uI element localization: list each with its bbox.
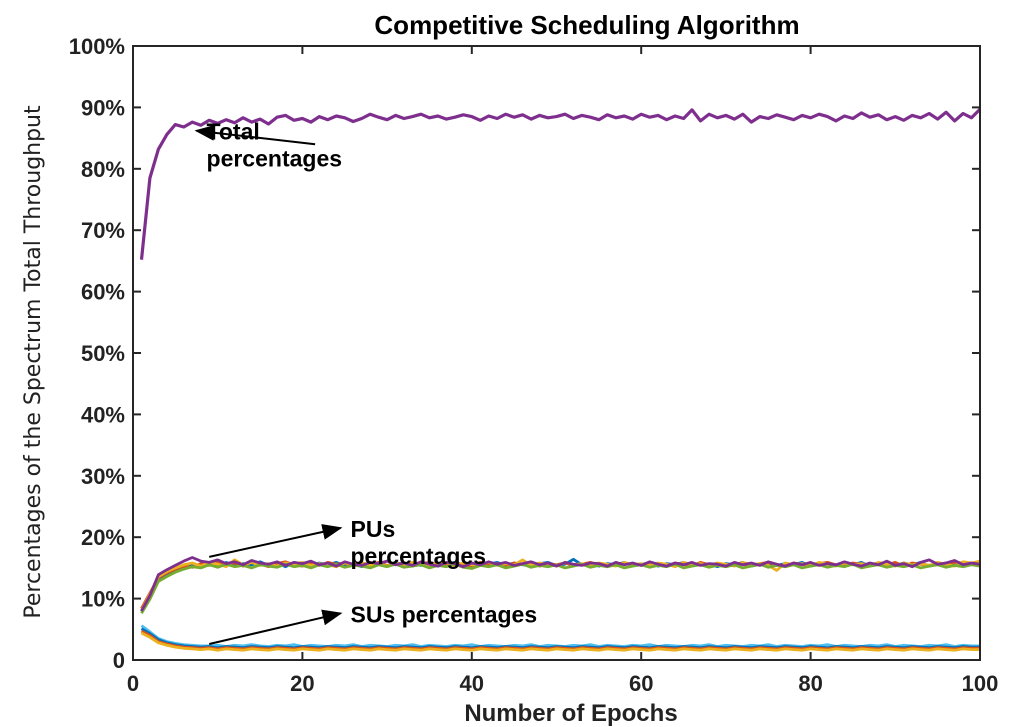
annotation-label-1: percentages bbox=[207, 146, 343, 172]
annotation-arrow-1 bbox=[194, 124, 316, 146]
y-tick-label: 100% bbox=[69, 34, 125, 59]
annotation-label-2: percentages bbox=[351, 543, 487, 569]
y-tick-label: 80% bbox=[81, 157, 125, 182]
series-line-5 bbox=[140, 562, 981, 615]
series-layer bbox=[139, 108, 982, 652]
x-tick-label: 100 bbox=[962, 671, 999, 696]
series-line-1 bbox=[139, 108, 982, 260]
annotation-arrow-2 bbox=[209, 524, 343, 558]
plot-area bbox=[133, 46, 980, 660]
y-axis: 0 10% 20% 30% 40% 50% 60% 70% 80% 90% 100% bbox=[69, 34, 980, 673]
x-tick-label: 40 bbox=[460, 671, 484, 696]
y-tick-label: 70% bbox=[81, 218, 125, 243]
chart-title: Competitive Scheduling Algorithm bbox=[374, 10, 799, 40]
x-tick-label: 80 bbox=[798, 671, 822, 696]
y-tick-label: 30% bbox=[81, 464, 125, 489]
x-tick-label: 20 bbox=[290, 671, 314, 696]
annotation-label-2: PUs bbox=[351, 516, 396, 542]
x-tick-label: 0 bbox=[127, 671, 139, 696]
y-tick-label: 0 bbox=[113, 648, 125, 673]
annotation-label-3: SUs percentages bbox=[351, 601, 538, 627]
y-tick-label: 50% bbox=[81, 341, 125, 366]
annotation-label-1: Total bbox=[207, 119, 260, 145]
y-tick-label: 10% bbox=[81, 587, 125, 612]
x-axis: 0 20 40 60 80 100 bbox=[127, 46, 998, 696]
y-tick-label: 60% bbox=[81, 280, 125, 305]
series-line-6 bbox=[140, 556, 981, 612]
annotation-arrow-3 bbox=[209, 609, 343, 646]
x-tick-label: 60 bbox=[629, 671, 653, 696]
y-axis-label: Percentages of the Spectrum Total Throug… bbox=[21, 105, 46, 619]
series-line-10 bbox=[140, 631, 980, 652]
x-axis-label: Number of Epochs bbox=[464, 700, 677, 727]
y-tick-label: 40% bbox=[81, 402, 125, 427]
y-tick-label: 20% bbox=[81, 525, 125, 550]
y-tick-label: 90% bbox=[81, 95, 125, 120]
